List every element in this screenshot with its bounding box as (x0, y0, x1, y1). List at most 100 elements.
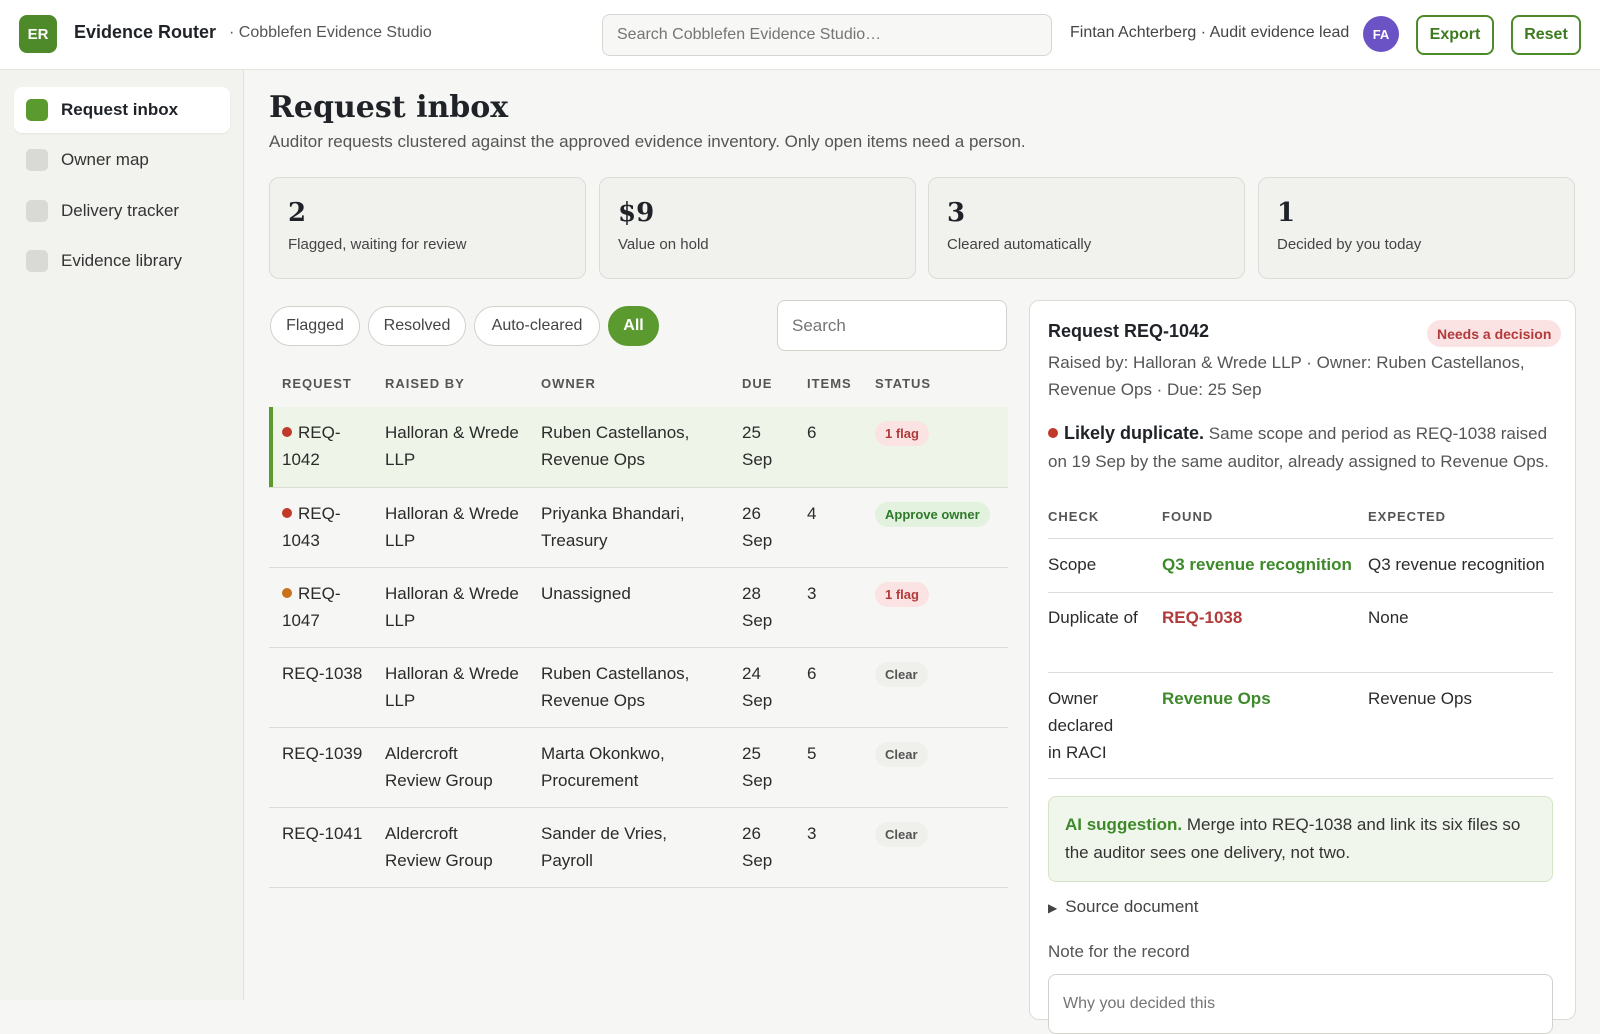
status-badge: Needs a decision (1427, 320, 1562, 347)
export-button[interactable]: Export (1416, 15, 1494, 55)
check-expected: None (1368, 608, 1409, 627)
cell-raised: Aldercroft Review Group (385, 740, 535, 794)
stat-label: Decided by you today (1277, 236, 1422, 253)
stat-label: Cleared automatically (947, 236, 1092, 253)
page-subtitle: Auditor requests clustered against the a… (269, 132, 1026, 151)
cell-request: REQ-1039 (282, 740, 372, 767)
request-line-1: REQ-1039 (282, 744, 363, 763)
status-badge: Clear (875, 742, 928, 767)
note-input[interactable] (1048, 974, 1553, 1034)
table-row[interactable]: REQ-1039 Aldercroft Review Group Marta Okon… (269, 728, 1008, 808)
raised-line-1: Halloran & Wrede (385, 664, 519, 683)
status-dot-icon (282, 508, 292, 518)
ai-suggestion: AI suggestion. Merge into REQ-1038 and l… (1048, 796, 1553, 882)
table-row[interactable]: REQ- 1043 Halloran & Wrede LLP Priyanka Bhan… (269, 488, 1008, 568)
table-row[interactable]: REQ-1038 Halloran & Wrede LLP Ruben Castell… (269, 648, 1008, 728)
stat-card-cleared: 3 Cleared automatically (928, 177, 1245, 279)
due-line-2: Sep (742, 691, 773, 710)
cell-owner: Sander de Vries, Payroll (541, 820, 731, 874)
owner-map-icon (26, 149, 48, 171)
page-title: Request inbox (269, 90, 509, 125)
sidebar-item-label: Request inbox (61, 100, 179, 119)
detail-meta: Raised by: Halloran & Wrede LLP · Owner:… (1048, 353, 1525, 399)
stat-card-flagged: 2 Flagged, waiting for review (269, 177, 586, 279)
caret-right-icon: ▶ (1048, 901, 1058, 915)
cell-items: 6 (807, 664, 817, 683)
raised-line-2: LLP (385, 611, 416, 630)
user-name: Fintan Achterberg · Audit evidence lead (1070, 24, 1350, 41)
raised-line-1: Aldercroft (385, 824, 458, 843)
column-header-due[interactable]: DUE (742, 376, 773, 391)
due-line-1: 26 (742, 504, 761, 523)
cell-request: REQ-1038 (282, 660, 372, 687)
due-line-1: 25 (742, 423, 761, 442)
status-dot-icon (282, 427, 292, 437)
reset-button[interactable]: Reset (1511, 15, 1581, 55)
duplicate-alert: Likely duplicate. Same scope and period … (1048, 419, 1553, 476)
request-line-2: 1042 (282, 450, 320, 469)
cell-owner: Ruben Castellanos, Revenue Ops (541, 660, 731, 714)
cell-items: 3 (807, 584, 817, 603)
due-line-2: Sep (742, 771, 773, 790)
column-header-request[interactable]: REQUEST (282, 376, 352, 391)
table-search-input[interactable] (777, 300, 1007, 351)
owner-line-1: Priyanka Bhandari, (541, 504, 685, 523)
raised-line-2: Review Group (385, 851, 493, 870)
due-line-1: 25 (742, 744, 761, 763)
cell-owner: Priyanka Bhandari, Treasury (541, 500, 731, 554)
filter-resolved[interactable]: Resolved (368, 306, 466, 346)
sidebar-item-owner-map[interactable]: Owner map (14, 137, 230, 183)
owner-line-2: Treasury (541, 531, 608, 550)
raised-line-1: Halloran & Wrede (385, 584, 519, 603)
detail-panel: Request REQ-1042 Needs a decision Raised… (1029, 300, 1576, 1034)
sidebar-item-delivery-tracker[interactable]: Delivery tracker (14, 188, 230, 234)
filter-all[interactable]: All (608, 306, 659, 346)
table-row[interactable]: REQ- 1042 Halloran & Wrede LLP Ruben Castell… (269, 407, 1008, 488)
table-row[interactable]: REQ-1041 Aldercroft Review Group Sander de … (269, 808, 1008, 888)
sidebar-item-request-inbox[interactable]: Request inbox (14, 87, 230, 133)
cell-due: 26 Sep (742, 500, 792, 554)
check-found-link[interactable]: REQ-1038 (1162, 608, 1243, 627)
top-bar: ER Evidence Router · Cobblefen Evidence … (0, 0, 1600, 70)
owner-line-1: Ruben Castellanos, (541, 423, 690, 442)
status-badge: Clear (875, 662, 928, 687)
avatar[interactable]: FA (1363, 16, 1399, 52)
cell-raised: Halloran & Wrede LLP (385, 500, 535, 554)
global-search-input[interactable] (602, 14, 1052, 56)
source-document-toggle[interactable]: ▶ Source document (1048, 897, 1198, 917)
check-found: Revenue Ops (1162, 689, 1271, 708)
status-dot-icon (282, 588, 292, 598)
column-header-raised-by[interactable]: RAISED BY (385, 376, 465, 391)
filter-flagged[interactable]: Flagged (270, 306, 360, 346)
check-name: Scope (1048, 555, 1097, 574)
raised-line-2: LLP (385, 691, 416, 710)
ai-suggestion-text: Merge into REQ-1038 and link its six fil… (1065, 815, 1521, 862)
raised-line-2: LLP (385, 531, 416, 550)
column-header-items[interactable]: ITEMS (807, 376, 852, 391)
column-header-status[interactable]: STATUS (875, 376, 932, 391)
request-line-1: REQ-1041 (282, 824, 363, 843)
filter-auto-cleared[interactable]: Auto-cleared (474, 306, 600, 346)
stat-value: 3 (947, 198, 966, 228)
raised-line-1: Aldercroft (385, 744, 458, 763)
cell-due: 24 Sep (742, 660, 792, 714)
alert-text: Same scope and period as REQ-1038 raised… (1048, 424, 1549, 471)
cell-request: REQ- 1047 (282, 580, 372, 634)
divider (1048, 592, 1553, 593)
sidebar-item-label: Owner map (61, 150, 149, 169)
owner-line-1: Marta Okonkwo, (541, 744, 665, 763)
cell-owner: Unassigned (541, 580, 731, 607)
cell-items: 3 (807, 824, 817, 843)
cell-raised: Aldercroft Review Group (385, 820, 535, 874)
cell-request: REQ-1041 (282, 820, 372, 847)
app-name: Evidence Router (74, 22, 217, 42)
cell-owner: Ruben Castellanos, Revenue Ops (541, 419, 731, 473)
table-row[interactable]: REQ- 1047 Halloran & Wrede LLP Unassigned 28 S… (269, 568, 1008, 648)
status-badge[interactable]: Approve owner (875, 502, 990, 527)
sidebar-item-evidence-library[interactable]: Evidence library (14, 238, 230, 284)
column-header-owner[interactable]: OWNER (541, 376, 596, 391)
stat-card-value-on-hold: $9 Value on hold (599, 177, 916, 279)
stat-card-decided: 1 Decided by you today (1258, 177, 1575, 279)
detail-title: Request REQ-1042 (1048, 321, 1210, 341)
alert-title: Likely duplicate. (1064, 423, 1205, 443)
